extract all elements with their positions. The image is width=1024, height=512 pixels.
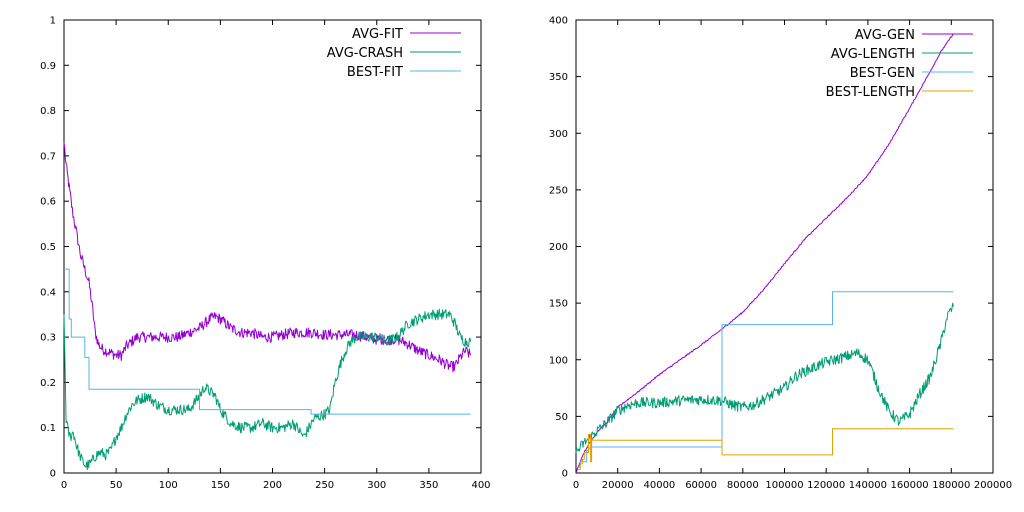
y-tick-label: 0.7 [40,151,56,162]
y-tick-label: 0 [50,469,56,480]
y-tick-label: 0.2 [40,378,56,389]
x-tick-label: 40000 [643,480,675,491]
series-line-best-length [578,428,954,471]
x-tick-label: 250 [315,480,334,491]
y-tick-label: 0.1 [40,423,56,434]
series-line-avg-fit [63,142,472,373]
y-tick-label: 250 [549,185,568,196]
x-tick-label: 100 [159,480,178,491]
x-tick-label: 200000 [974,480,1012,491]
y-tick-label: 0.4 [40,287,56,298]
y-tick-label: 200 [549,242,568,253]
x-tick-label: 80000 [727,480,759,491]
x-tick-label: 150 [211,480,230,491]
x-tick-label: 400 [471,480,490,491]
x-tick-label: 100000 [765,480,803,491]
legend-label: AVG-FIT [352,27,403,42]
legend-label: AVG-GEN [855,28,915,43]
y-tick-label: 0.8 [40,106,56,117]
x-tick-label: 0 [573,480,579,491]
x-tick-label: 160000 [891,480,929,491]
y-tick-label: 300 [549,129,568,140]
series-line-avg-crash [63,308,472,471]
plot-frame [63,19,482,474]
y-tick-label: 150 [549,299,568,310]
y-tick-label: 0.3 [40,333,56,344]
legend-label: BEST-LENGTH [826,85,915,100]
series-line-avg-gen [575,33,954,474]
legend-label: BEST-GEN [850,66,915,81]
y-tick-label: 350 [549,72,568,83]
x-tick-label: 50 [110,480,123,491]
chart-left: 0 50 100 150 200 250 300 350 400 0 0.1 0.2 0.3 0.4 0.5… [40,16,490,492]
legend-label: AVG-CRASH [327,46,403,61]
y-tick-label: 50 [555,412,568,423]
series-line-best-fit [64,268,471,415]
y-tick-label: 0 [562,469,568,480]
x-tick-label: 0 [61,480,67,491]
series-line-best-gen [578,291,954,468]
x-tick-label: 200 [263,480,282,491]
x-tick-label: 180000 [932,480,970,491]
x-tick-label: 140000 [849,480,887,491]
y-tick-label: 1 [50,16,56,27]
legend-label: AVG-LENGTH [831,47,915,62]
y-tick-label: 100 [549,355,568,366]
x-tick-label: 120000 [807,480,845,491]
x-tick-label: 300 [367,480,386,491]
legend-label: BEST-FIT [347,65,403,80]
x-tick-label: 350 [419,480,438,491]
chart-right: 0 20000 40000 60000 80000 100000 120000 140000 1… [549,16,1012,492]
x-tick-label: 20000 [602,480,634,491]
y-tick-label: 400 [549,16,568,27]
x-tick-label: 60000 [685,480,717,491]
y-tick-label: 0.9 [40,61,56,72]
y-tick-label: 0.6 [40,197,56,208]
y-tick-label: 0.5 [40,242,56,253]
series-line-avg-length [575,302,954,453]
